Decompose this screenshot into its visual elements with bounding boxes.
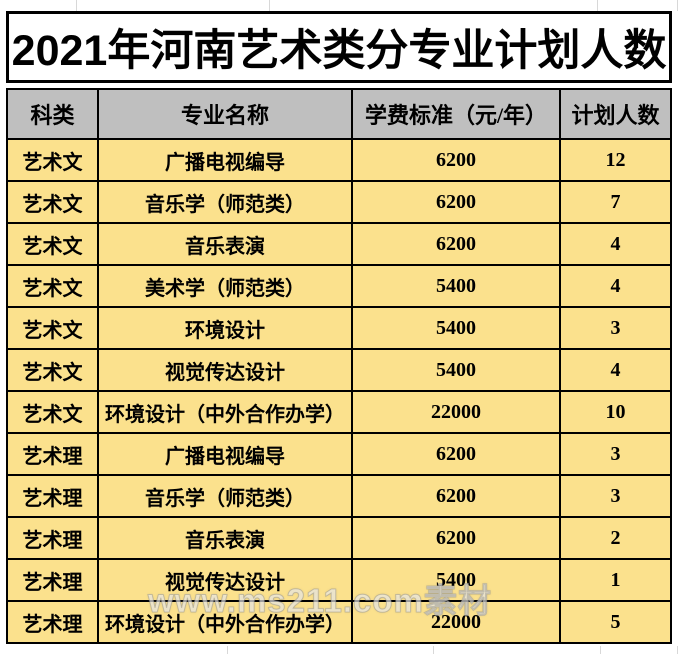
cell-category: 艺术文 — [8, 140, 99, 180]
table-row: 艺术理 音乐表演 6200 2 — [8, 518, 670, 560]
cell-major: 视觉传达设计 — [99, 560, 353, 600]
cell-category: 艺术理 — [8, 476, 99, 516]
cell-major: 视觉传达设计 — [99, 350, 353, 390]
cell-tuition: 5400 — [353, 560, 561, 600]
cell-major: 音乐表演 — [99, 224, 353, 264]
col-header-category: 科类 — [8, 90, 99, 138]
cell-major: 音乐学（师范类） — [99, 476, 353, 516]
cell-tuition: 6200 — [353, 182, 561, 222]
col-header-plan: 计划人数 — [571, 103, 660, 128]
cell-category: 艺术理 — [8, 518, 99, 558]
cell-plan: 1 — [561, 560, 670, 600]
cell-tuition: 6200 — [353, 140, 561, 180]
sheet-gridline — [597, 0, 598, 11]
cell-major: 广播电视编导 — [99, 140, 353, 180]
col-header-major: 专业名称 — [99, 90, 353, 138]
sheet-strip-top — [0, 0, 682, 11]
cell-tuition: 5400 — [353, 266, 561, 306]
plan-table: 科类 专业名称 学费标准（元/年） 计划人数 艺术文 广播电视编导 6200 1… — [6, 88, 672, 644]
cell-plan: 4 — [561, 266, 670, 306]
cell-plan: 2 — [561, 518, 670, 558]
cell-plan: 7 — [561, 182, 670, 222]
cell-plan: 3 — [561, 476, 670, 516]
cell-tuition: 22000 — [353, 392, 561, 432]
cell-plan: 4 — [561, 350, 670, 390]
cell-plan: 4 — [561, 224, 670, 264]
cell-major: 广播电视编导 — [99, 434, 353, 474]
sheet-gridline — [600, 646, 601, 654]
cell-plan: 12 — [561, 140, 670, 180]
cell-tuition: 5400 — [353, 350, 561, 390]
cell-tuition: 22000 — [353, 602, 561, 642]
sheet-gridline — [677, 0, 678, 11]
table-row: 艺术文 广播电视编导 6200 12 — [8, 140, 670, 182]
cell-category: 艺术文 — [8, 182, 99, 222]
table-row: 艺术理 广播电视编导 6200 3 — [8, 434, 670, 476]
cell-plan: 3 — [561, 308, 670, 348]
cell-category: 艺术理 — [8, 560, 99, 600]
cell-major: 环境设计（中外合作办学） — [99, 392, 353, 432]
cell-major: 环境设计（中外合作办学） — [99, 602, 353, 642]
cell-category: 艺术文 — [8, 308, 99, 348]
table-row: 艺术文 美术学（师范类） 5400 4 — [8, 266, 670, 308]
cell-plan: 10 — [561, 392, 670, 432]
sheet-gridline — [677, 646, 678, 654]
cell-major: 音乐表演 — [99, 518, 353, 558]
sheet-gridline — [227, 646, 228, 654]
cell-major: 环境设计 — [99, 308, 353, 348]
cell-major: 音乐学（师范类） — [99, 182, 353, 222]
table-row: 艺术文 视觉传达设计 5400 4 — [8, 350, 670, 392]
sheet-strip-bottom — [0, 646, 682, 654]
sheet-gridline — [433, 646, 434, 654]
cell-plan: 3 — [561, 434, 670, 474]
col-header-tuition: 学费标准（元/年） — [353, 90, 561, 138]
table-header-row: 科类 专业名称 学费标准（元/年） 计划人数 — [8, 90, 670, 140]
cell-category: 艺术文 — [8, 224, 99, 264]
table-row: 艺术理 环境设计（中外合作办学） 22000 5 — [8, 602, 670, 642]
sheet-gridline — [269, 0, 270, 11]
page-title: 2021年河南艺术类分专业计划人数 — [6, 11, 672, 83]
table-row: 艺术文 环境设计 5400 3 — [8, 308, 670, 350]
cell-tuition: 6200 — [353, 224, 561, 264]
cell-tuition: 6200 — [353, 518, 561, 558]
cell-category: 艺术理 — [8, 602, 99, 642]
cell-tuition: 6200 — [353, 476, 561, 516]
cell-category: 艺术文 — [8, 350, 99, 390]
sheet-gridline — [76, 0, 77, 11]
table-row: 艺术文 环境设计（中外合作办学） 22000 10 — [8, 392, 670, 434]
cell-major: 美术学（师范类） — [99, 266, 353, 306]
table-row: 艺术理 音乐学（师范类） 6200 3 — [8, 476, 670, 518]
cell-tuition: 5400 — [353, 308, 561, 348]
cell-category: 艺术文 — [8, 266, 99, 306]
table-row: 艺术文 音乐学（师范类） 6200 7 — [8, 182, 670, 224]
cell-tuition: 6200 — [353, 434, 561, 474]
cell-category: 艺术理 — [8, 434, 99, 474]
cell-plan: 5 — [561, 602, 670, 642]
table-row: 艺术理 视觉传达设计 5400 1 — [8, 560, 670, 602]
cell-category: 艺术文 — [8, 392, 99, 432]
table-row: 艺术文 音乐表演 6200 4 — [8, 224, 670, 266]
